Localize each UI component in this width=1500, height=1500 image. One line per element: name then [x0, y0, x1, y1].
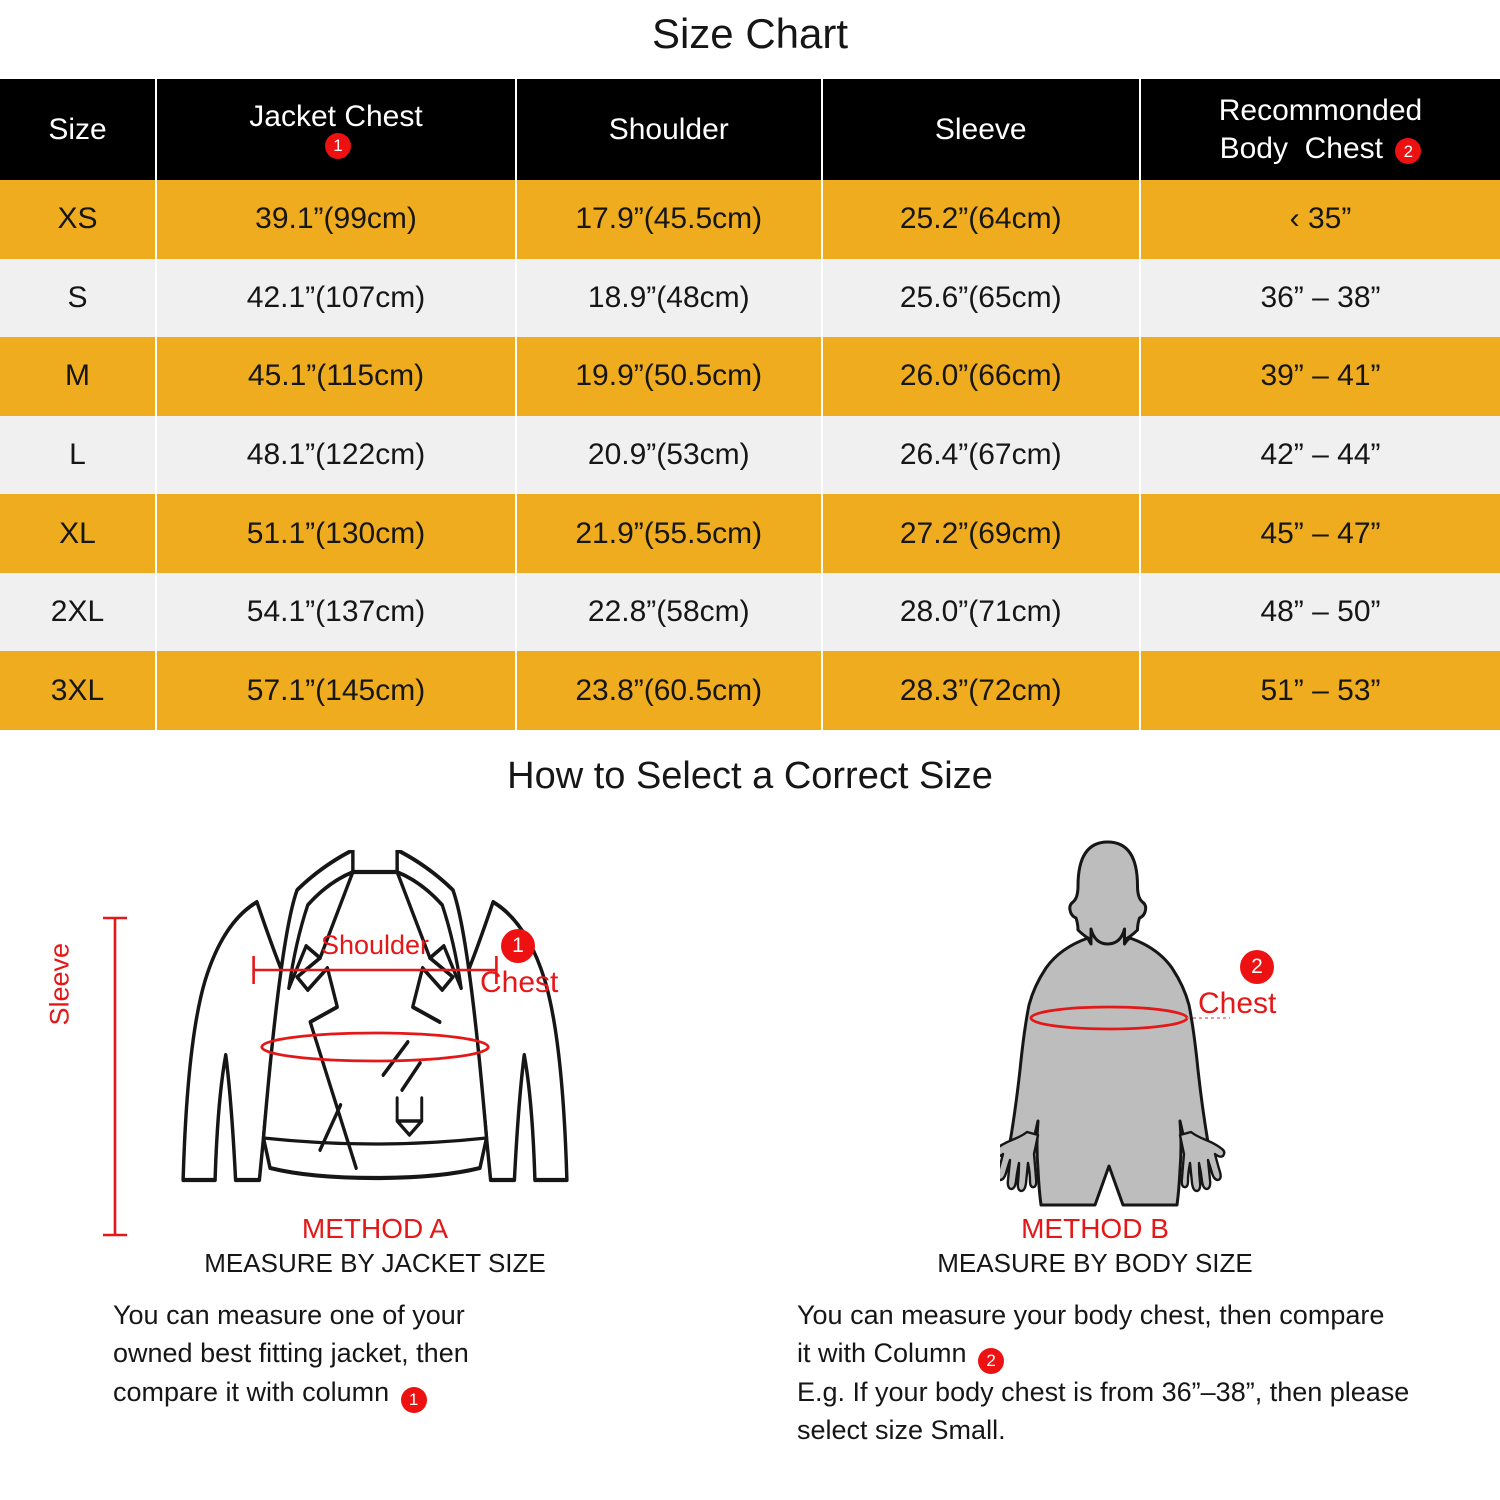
svg-text:Shoulder: Shoulder	[321, 930, 429, 960]
